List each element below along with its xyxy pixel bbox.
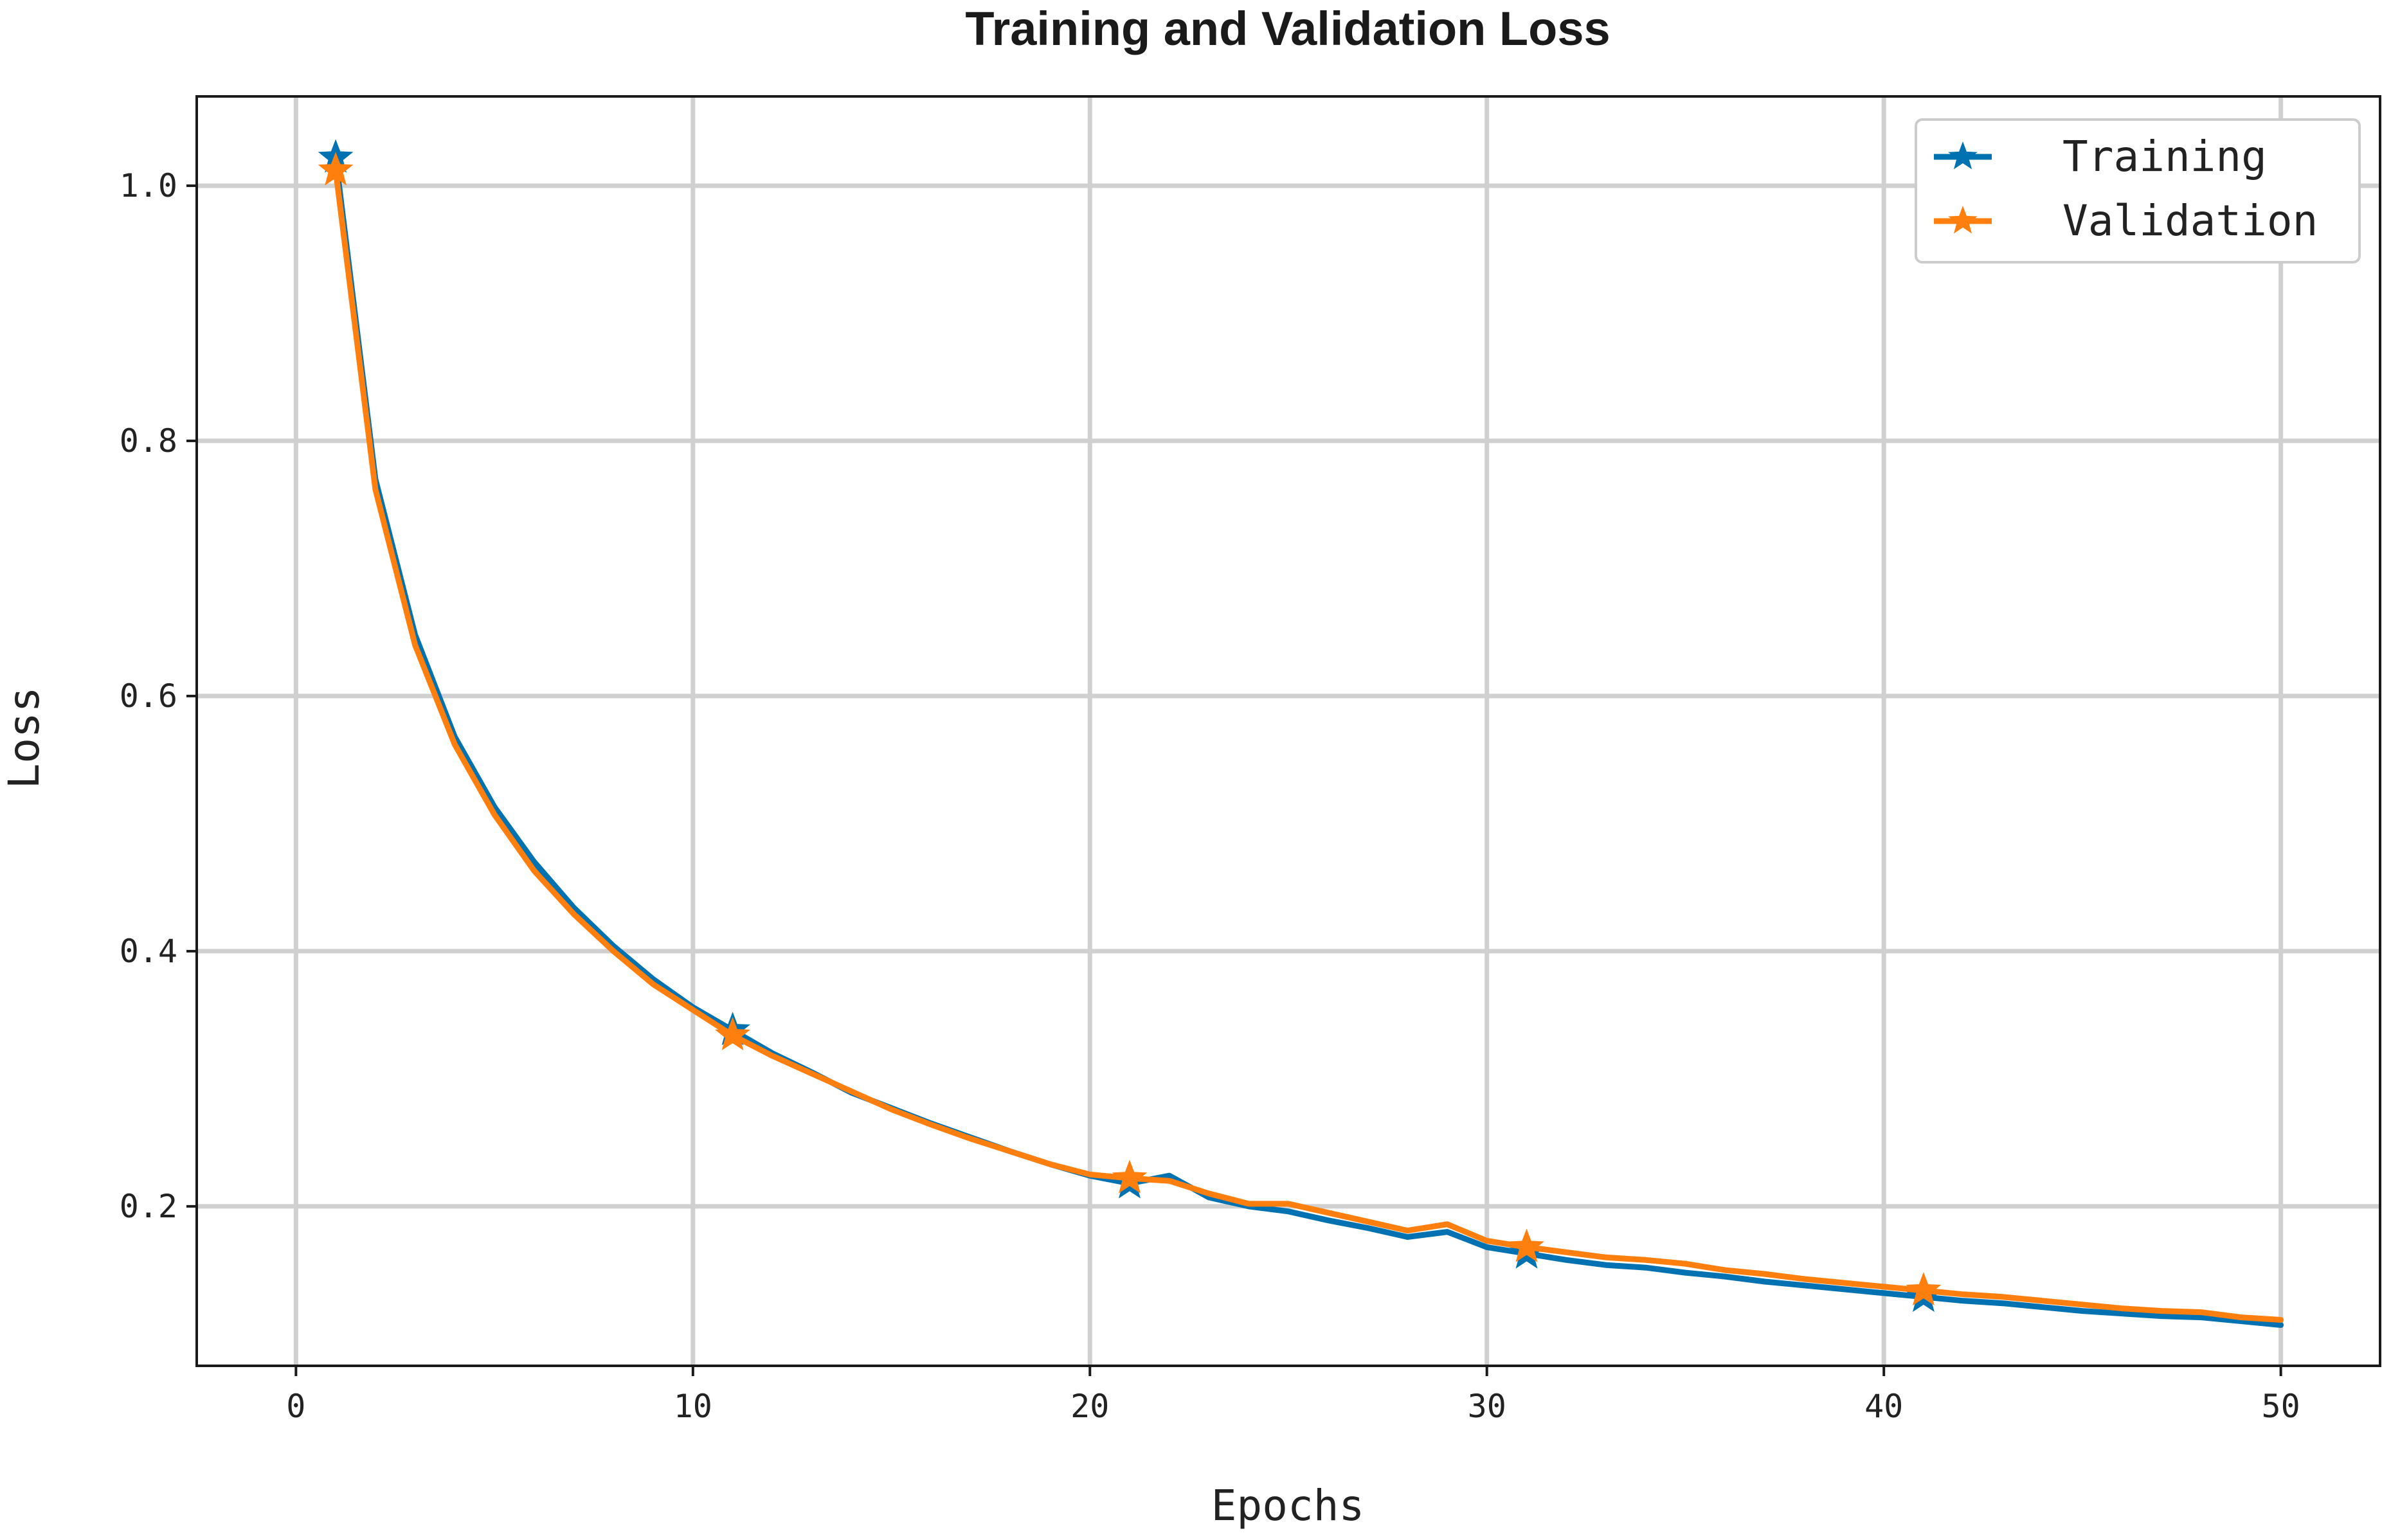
data-point-marker [1112,1159,1148,1194]
y-tick-label: 0.4 [120,933,177,970]
series-line-training [332,154,2284,1328]
x-tick-label: 50 [2262,1388,2300,1425]
legend-label-training: Training [2062,132,2267,181]
legend-label-validation: Validation [2062,196,2318,246]
series-lines [318,139,2284,1328]
data-point-marker [715,1017,750,1051]
legend-box [1915,118,2361,264]
chart-title: Training and Validation Loss [965,2,1610,55]
x-tick-label: 30 [1468,1388,1506,1425]
legend-star-icon [1948,141,1978,170]
legend-star-icon [1948,206,1978,234]
data-point-marker [1509,1228,1544,1262]
x-tick-label: 10 [674,1388,712,1425]
legend: Training Validation [1915,118,2361,264]
x-tick-label: 40 [1864,1388,1903,1425]
data-point-marker [318,152,354,186]
x-tick-label: 0 [286,1388,305,1425]
y-tick-label: 0.2 [120,1188,177,1225]
y-tick-label: 0.8 [120,422,177,460]
series-line-validation [332,167,2284,1323]
y-tick-label: 1.0 [120,167,177,204]
data-point-marker [1906,1272,1942,1306]
y-axis-label: Loss [0,687,49,789]
x-axis-label: Epochs [1211,1481,1364,1530]
axis-ticks: 0 10 20 30 40 50 0.2 0.4 0.6 0.8 1.0 [120,167,2300,1425]
y-tick-label: 0.6 [120,677,177,715]
x-tick-label: 20 [1070,1388,1109,1425]
plot-area-frame [195,95,2381,1367]
